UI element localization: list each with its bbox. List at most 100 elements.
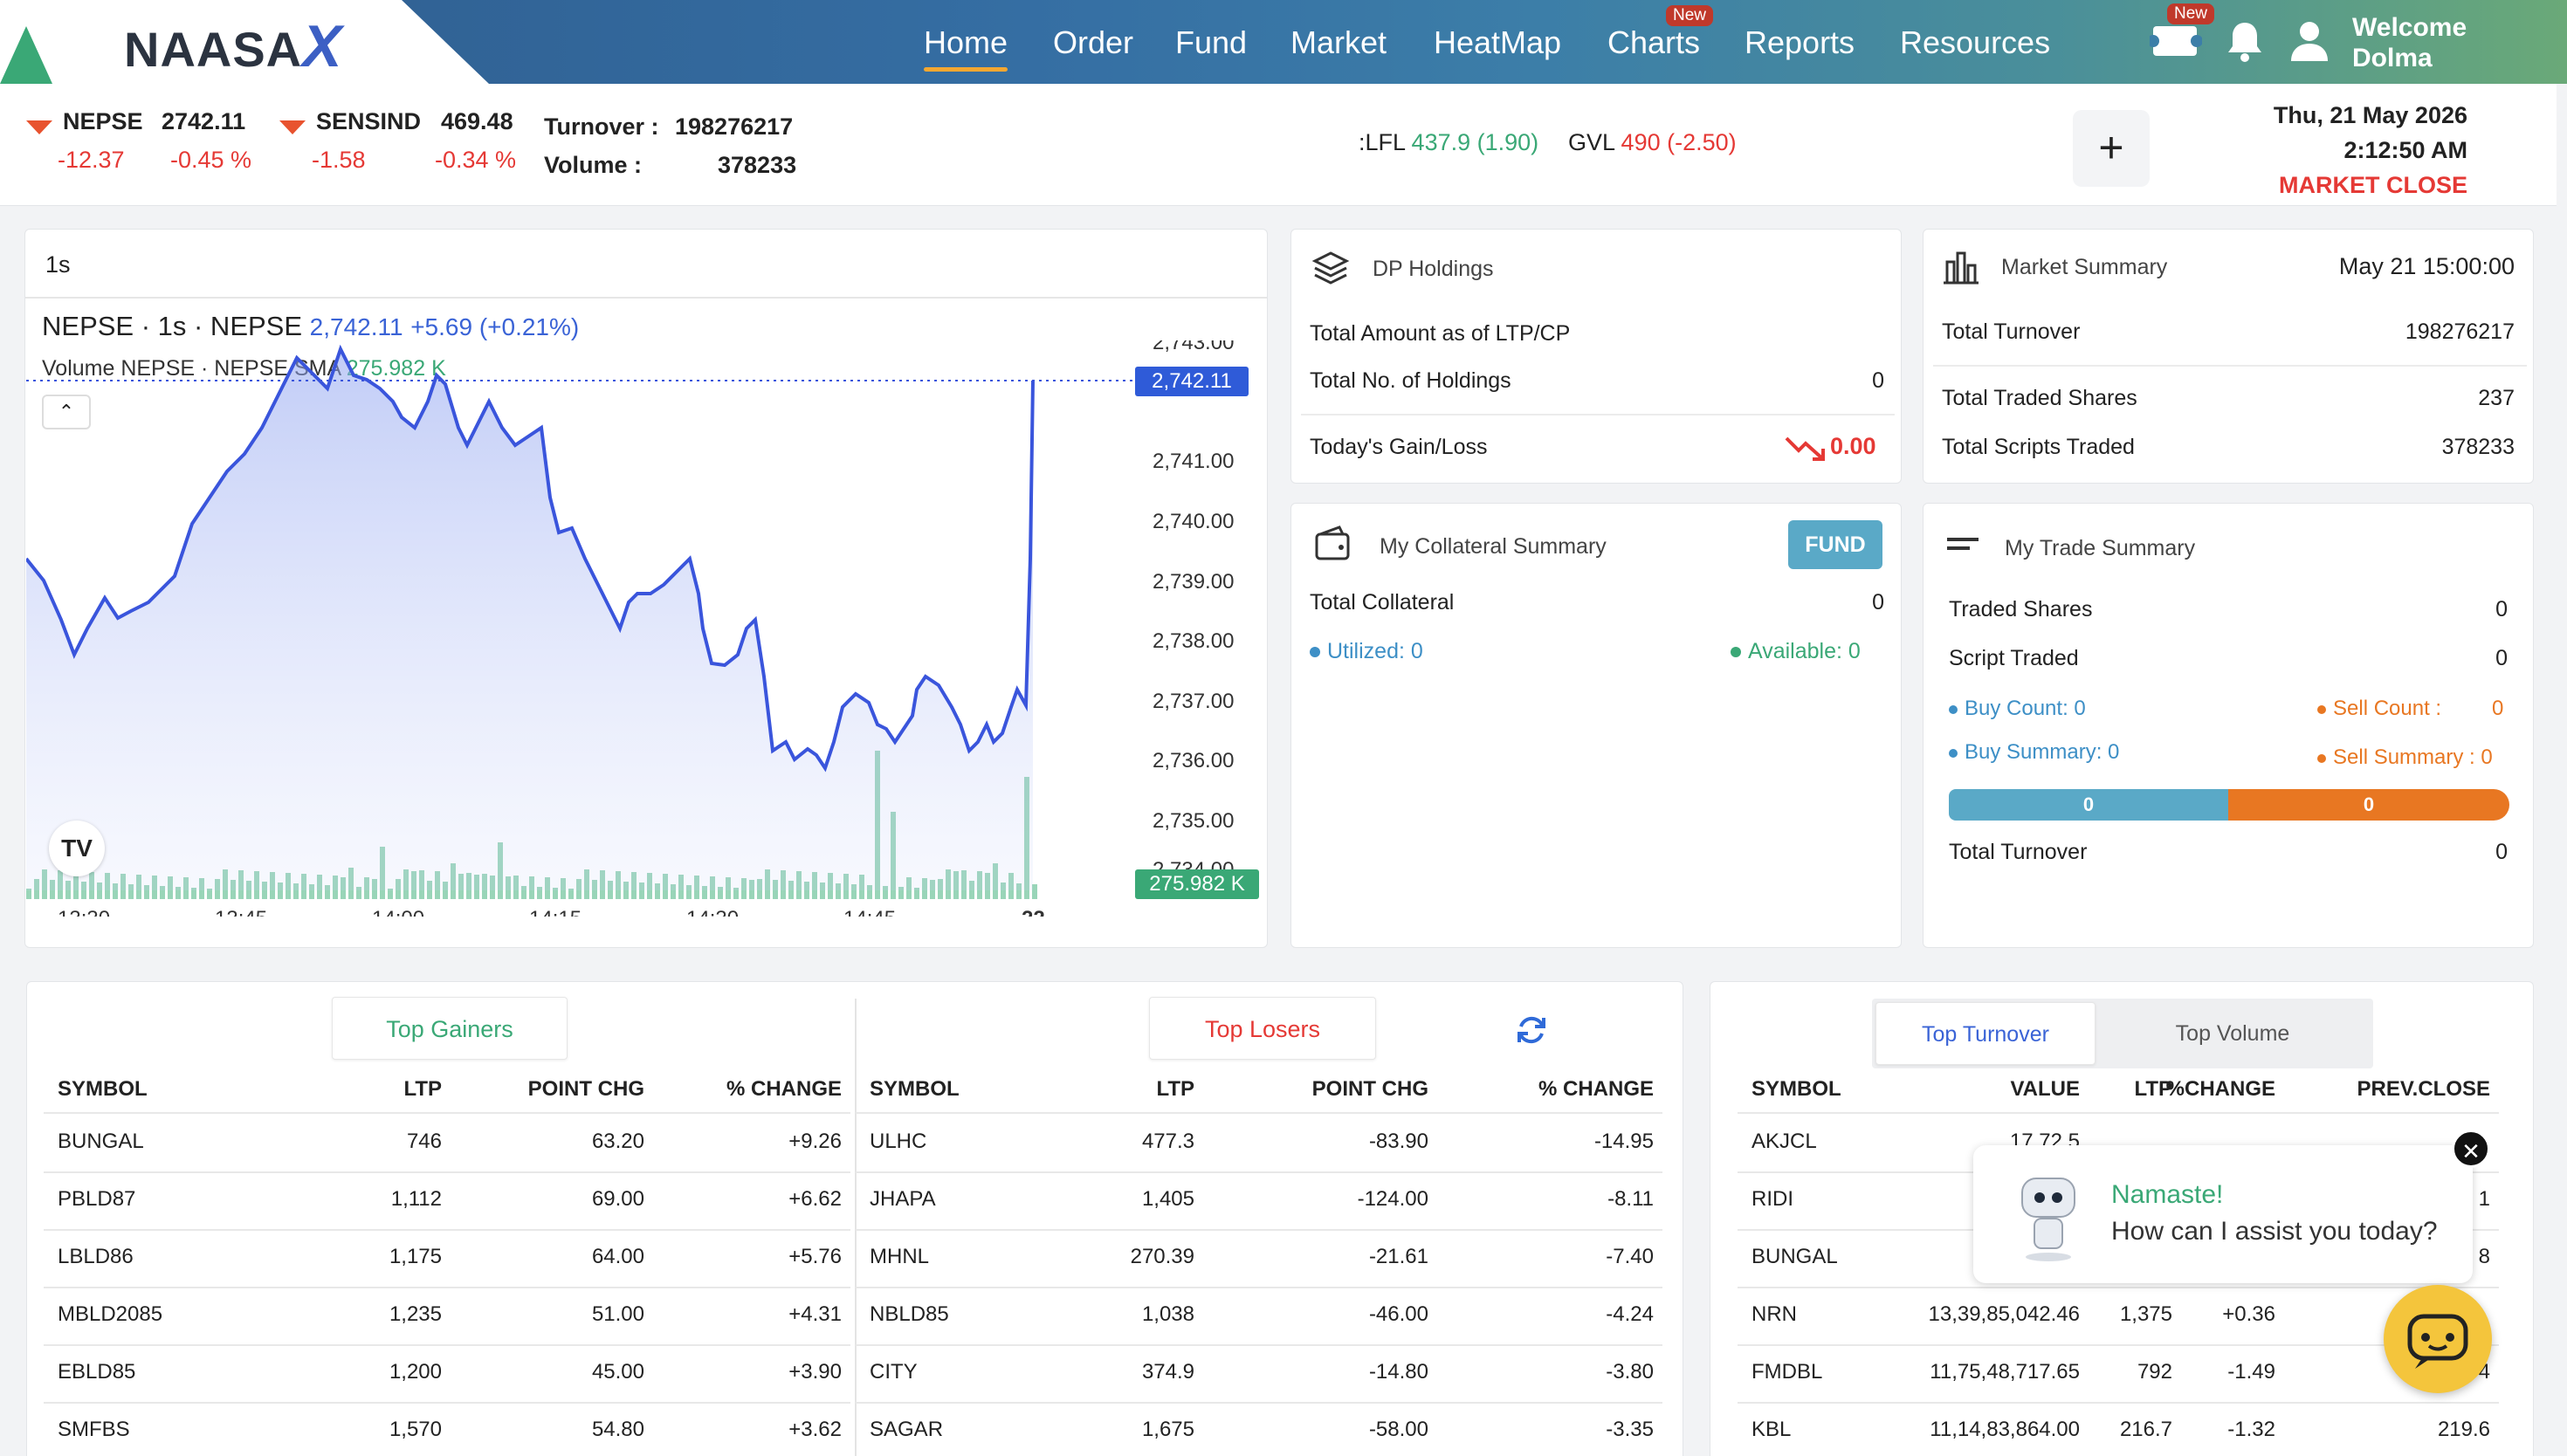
symbol-link[interactable]: RIDI xyxy=(1751,1187,1793,1211)
y-tick-label: 2,739.00 xyxy=(1153,570,1234,594)
volume-legend-value: 275.982 K xyxy=(346,356,446,381)
scroll-ticker-gvl[interactable]: GVL 490 (-2.50) xyxy=(1568,129,1737,156)
symbol-link[interactable]: JHAPA xyxy=(870,1187,936,1211)
chart-price: 2,742.11 xyxy=(309,313,403,340)
fund-button[interactable]: FUND xyxy=(1788,520,1882,569)
nepse-chart-svg[interactable]: 2,743.00 2,741.00 2,740.00 2,739.00 2,738.00… xyxy=(26,340,1257,917)
bell-icon[interactable] xyxy=(2225,19,2265,63)
interval-selector[interactable]: 1s xyxy=(45,251,71,278)
chart-change: +5.69 (+0.21%) xyxy=(410,313,580,340)
nav-market[interactable]: Market xyxy=(1290,24,1387,60)
table-cell: 11,75,48,717.65 xyxy=(1930,1360,2080,1384)
row-divider xyxy=(856,1287,1662,1288)
column-header[interactable]: LTP xyxy=(1156,1077,1194,1101)
brand-x: X xyxy=(302,13,343,79)
column-header[interactable]: SYMBOL xyxy=(1751,1077,1841,1101)
symbol-link[interactable]: FMDBL xyxy=(1751,1360,1823,1384)
nav-fund[interactable]: Fund xyxy=(1175,24,1248,60)
table-cell: 477.3 xyxy=(1141,1130,1194,1153)
tradingview-logo-icon[interactable]: TV xyxy=(49,821,105,876)
symbol-link[interactable]: NBLD85 xyxy=(870,1302,949,1326)
column-header[interactable]: %CHANGE xyxy=(2165,1077,2275,1101)
scroll-ticker-lfl[interactable]: :LFL 437.9 (1.90) xyxy=(1359,129,1538,156)
tab-top-turnover[interactable]: Top Turnover xyxy=(1875,1002,2096,1065)
column-header[interactable]: SYMBOL xyxy=(58,1077,148,1101)
refresh-icon[interactable] xyxy=(1514,1013,1549,1047)
symbol-link[interactable]: BUNGAL xyxy=(1751,1245,1838,1268)
symbol-link[interactable]: AKJCL xyxy=(1751,1130,1817,1153)
volume-bar xyxy=(26,889,31,899)
chart-legend: NEPSE · 1s · NEPSE 2,742.11 +5.69 (+0.21… xyxy=(42,311,579,342)
add-ticker-button[interactable]: + xyxy=(2073,110,2150,187)
symbol-link[interactable]: EBLD85 xyxy=(58,1360,136,1384)
down-arrow-icon xyxy=(279,120,306,134)
chart-toolbar-divider xyxy=(25,297,1267,299)
brand-logo[interactable]: NAASAX xyxy=(124,12,342,80)
divider xyxy=(1301,414,1895,416)
table-cell: 1,175 xyxy=(389,1245,442,1268)
tab-top-gainers[interactable]: Top Gainers xyxy=(332,997,568,1060)
ticker-symbol: GVL xyxy=(1568,129,1615,155)
collapse-legend-button[interactable]: ⌃ xyxy=(42,395,91,429)
column-header[interactable]: LTP xyxy=(2134,1077,2172,1101)
market-summary-time: May 21 15:00:00 xyxy=(2338,253,2515,279)
nav-heatmap[interactable]: HeatMap xyxy=(1434,24,1562,60)
welcome-block[interactable]: Welcome Dolma xyxy=(2352,12,2467,73)
tab-top-losers[interactable]: Top Losers xyxy=(1149,997,1376,1060)
collateral-card xyxy=(1290,503,1902,948)
header-divider xyxy=(1738,1112,2499,1114)
down-arrow-icon xyxy=(26,120,52,134)
table-cell: 54.80 xyxy=(591,1418,644,1441)
volume-bar xyxy=(639,883,644,899)
symbol-link[interactable]: MHNL xyxy=(870,1245,930,1268)
symbol-link[interactable]: MBLD2085 xyxy=(58,1302,163,1326)
symbol-link[interactable]: NRN xyxy=(1751,1302,1797,1326)
row-divider xyxy=(856,1229,1662,1231)
column-header[interactable]: SYMBOL xyxy=(870,1077,960,1101)
layers-icon xyxy=(1311,251,1350,285)
column-header[interactable]: POINT CHG xyxy=(527,1077,644,1101)
table-cell: +9.26 xyxy=(788,1130,842,1153)
symbol-link[interactable]: KBL xyxy=(1751,1418,1792,1441)
column-header[interactable]: POINT CHG xyxy=(1311,1077,1428,1101)
symbol-link[interactable]: BUNGAL xyxy=(58,1130,144,1153)
volume-bar xyxy=(914,888,919,899)
volume-bar xyxy=(1001,883,1006,899)
utilized-stat: Utilized: 0 xyxy=(1310,639,1423,664)
user-avatar-icon[interactable] xyxy=(2288,17,2331,63)
tab-top-volume[interactable]: Top Volume xyxy=(2175,1021,2290,1046)
symbol-link[interactable]: SAGAR xyxy=(870,1418,944,1441)
symbol-link[interactable]: LBLD86 xyxy=(58,1245,134,1268)
symbol-link[interactable]: SMFBS xyxy=(58,1418,130,1441)
available-text: Available: 0 xyxy=(1748,639,1861,663)
symbol-link[interactable]: ULHC xyxy=(870,1130,927,1153)
table-cell: 746 xyxy=(406,1130,442,1153)
nav-order[interactable]: Order xyxy=(1053,24,1134,60)
column-header[interactable]: % CHANGE xyxy=(726,1077,842,1101)
table-cell: -124.00 xyxy=(1357,1187,1428,1211)
nav-reports[interactable]: Reports xyxy=(1745,24,1855,60)
volume-value: 378233 xyxy=(718,152,797,178)
chatbot-launcher-button[interactable] xyxy=(2384,1285,2492,1393)
trade-summary-title: My Trade Summary xyxy=(2005,536,2196,560)
menu-lines-icon xyxy=(1947,538,1979,550)
chatbot-close-button[interactable]: ✕ xyxy=(2452,1130,2490,1168)
charts-new-badge: New xyxy=(1666,5,1714,26)
ticket-new-badge: New xyxy=(2167,3,2215,24)
sell-count-value: 0 xyxy=(2492,697,2504,720)
column-header[interactable]: LTP xyxy=(403,1077,442,1101)
column-header[interactable]: PREV.CLOSE xyxy=(2357,1077,2491,1101)
ticker-value: 490 (-2.50) xyxy=(1621,129,1737,155)
nav-charts[interactable]: Charts xyxy=(1607,24,1701,60)
column-header[interactable]: % CHANGE xyxy=(1538,1077,1654,1101)
user-name: Dolma xyxy=(2352,44,2433,72)
dp-holdings-label: Total No. of Holdings xyxy=(1310,368,1511,393)
column-header[interactable]: VALUE xyxy=(2010,1077,2080,1101)
ticket-icon[interactable] xyxy=(2150,21,2202,61)
symbol-link[interactable]: PBLD87 xyxy=(58,1187,136,1211)
dp-gain-label: Today's Gain/Loss xyxy=(1310,435,1488,459)
nav-home[interactable]: Home xyxy=(924,24,1008,72)
table-cell: -1.32 xyxy=(2227,1418,2275,1441)
symbol-link[interactable]: CITY xyxy=(870,1360,918,1384)
nav-resources[interactable]: Resources xyxy=(1900,24,2051,60)
